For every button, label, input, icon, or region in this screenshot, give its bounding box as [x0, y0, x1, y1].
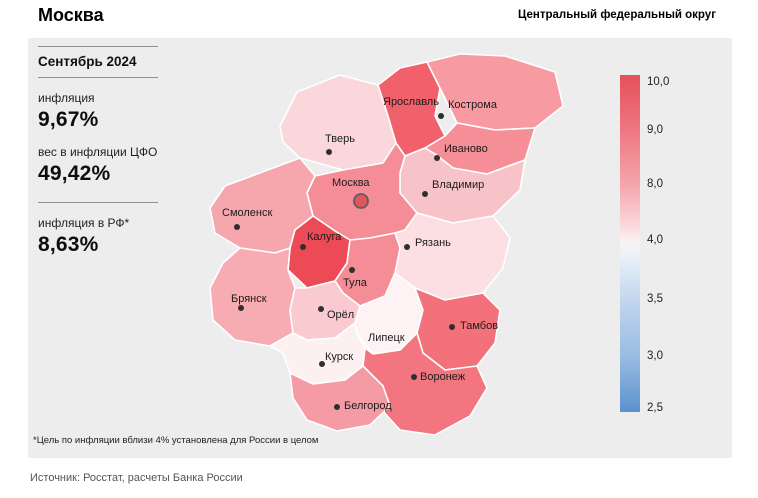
region-belgorod[interactable] — [289, 365, 391, 432]
city-label-tambov: Тамбов — [460, 320, 498, 332]
city-dot-smolensk — [234, 224, 240, 230]
rf-inflation-value: 8,63% — [38, 233, 99, 256]
city-label-tver: Тверь — [325, 133, 355, 145]
weight-label: вес в инфляции ЦФО — [38, 145, 158, 159]
city-label-ryazan: Рязань — [415, 237, 451, 249]
city-label-tula: Тула — [343, 277, 368, 289]
city-dot-tula — [349, 267, 355, 273]
city-dot-kursk — [319, 361, 325, 367]
divider — [38, 46, 158, 47]
legend-tick-2: 8,0 — [647, 177, 663, 190]
city-label-kursk: Курск — [325, 351, 353, 363]
rf-inflation-label: инфляция в РФ* — [38, 216, 130, 230]
city-dot-ryazan — [404, 244, 410, 250]
city-label-bryansk: Брянск — [231, 293, 267, 305]
city-dot-voronezh — [411, 374, 417, 380]
city-dot-vladimir — [422, 191, 428, 197]
source-line: Источник: Росстат, расчеты Банка России — [30, 472, 243, 484]
legend-tick-4: 3,5 — [647, 293, 663, 306]
inflation-value: 9,67% — [38, 108, 99, 131]
legend-tick-labels: 10,0 9,0 8,0 4,0 3,5 3,0 2,5 — [647, 75, 699, 414]
city-label-voronezh: Воронеж — [420, 371, 466, 383]
city-label-oryol: Орёл — [327, 309, 354, 321]
inflation-label: инфляция — [38, 91, 95, 105]
legend-tick-5: 3,0 — [647, 350, 663, 363]
city-dot-tver — [326, 149, 332, 155]
legend-tick-6: 2,5 — [647, 401, 663, 414]
period-label: Сентябрь 2024 — [38, 54, 137, 69]
district-name: Центральный федеральный округ — [517, 9, 716, 21]
city-dot-kaluga — [300, 244, 306, 250]
footnote: *Цель по инфляции вблизи 4% установлена … — [33, 435, 319, 446]
city-label-ivanovo: Иваново — [444, 143, 488, 155]
color-scale-legend: 10,0 9,0 8,0 4,0 3,5 3,0 2,5 — [620, 75, 700, 414]
city-label-vladimir: Владимир — [432, 179, 484, 191]
region-kostroma[interactable] — [426, 53, 564, 131]
divider — [38, 202, 158, 203]
city-label-belgorod: Белгород — [344, 400, 392, 412]
city-dot-bryansk — [238, 305, 244, 311]
legend-tick-0: 10,0 — [647, 75, 670, 88]
cfo-choropleth-map: Тверь Ярославль Кострома Иваново Владимир Мос… — [209, 53, 564, 436]
city-dot-belgorod — [334, 404, 340, 410]
city-label-lipetsk: Липецк — [368, 332, 405, 344]
city-dot-ivanovo — [434, 155, 440, 161]
city-label-yaroslavl: Ярославль — [383, 96, 439, 108]
capital-marker-moskva[interactable] — [353, 193, 369, 209]
legend-tick-1: 9,0 — [647, 123, 663, 136]
city-dot-oryol — [318, 306, 324, 312]
map-panel: Сентябрь 2024 инфляция 9,67% вес в инфля… — [28, 38, 732, 458]
divider — [38, 77, 158, 78]
city-label-kostroma: Кострома — [448, 99, 498, 111]
stats-block: Сентябрь 2024 инфляция 9,67% вес в инфля… — [38, 46, 178, 257]
city-label-smolensk: Смоленск — [222, 207, 272, 219]
legend-gradient-bar — [620, 75, 640, 412]
page-title: Москва — [38, 5, 104, 25]
weight-value: 49,42% — [38, 162, 111, 185]
city-label-kaluga: Калуга — [307, 231, 342, 243]
legend-tick-3: 4,0 — [647, 234, 663, 247]
city-dot-tambov — [449, 324, 455, 330]
city-label-moskva: Москва — [332, 177, 370, 189]
city-dot-kostroma — [438, 113, 444, 119]
